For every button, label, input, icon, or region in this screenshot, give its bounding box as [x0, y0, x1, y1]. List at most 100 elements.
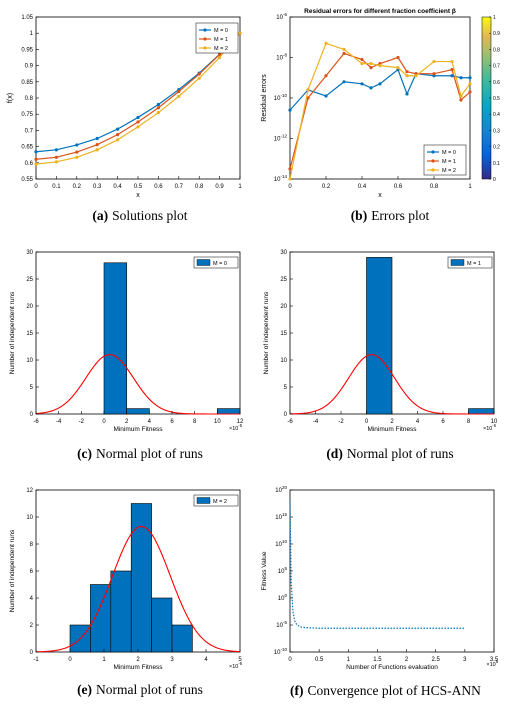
x-tick-label: 0 [288, 184, 292, 190]
x-axis-multiplier-base: ×10 [486, 662, 495, 668]
data-point [238, 31, 242, 35]
y-tick-label-exponent: -14 [280, 174, 287, 179]
y-tick-label: 10-8 [276, 53, 287, 62]
data-point [34, 150, 38, 154]
series-line [289, 52, 471, 170]
data-point [75, 143, 79, 147]
y-tick-label-base: 10 [275, 542, 282, 548]
x-tick-label: 0.8 [195, 184, 204, 190]
colorbar-tick-label: 1 [493, 15, 496, 21]
y-tick-label: 4 [30, 596, 34, 602]
chart-title: Residual errors for different fraction c… [304, 8, 456, 15]
x-tick-label: 3 [463, 657, 467, 663]
data-point [95, 148, 99, 152]
caption-a-text: Solutions plot [112, 208, 188, 223]
legend-marker [431, 159, 435, 163]
caption-a-label: (a) [92, 208, 109, 223]
data-point [306, 88, 310, 92]
data-point [136, 115, 140, 120]
x-tick-label: -2 [79, 419, 85, 425]
y-tick-label: 10-10 [274, 93, 288, 102]
x-tick-label: 3 [170, 657, 174, 663]
histogram-bar [151, 597, 173, 653]
data-point [396, 66, 400, 70]
caption-c-label: (c) [77, 446, 93, 461]
y-tick-label: 10-12 [274, 134, 288, 143]
y-tick-label: 105 [278, 566, 288, 575]
data-point [369, 86, 373, 90]
y-tick-label: 0.6 [25, 161, 34, 167]
y-tick-label: 10-5 [276, 620, 287, 629]
colorbar-tick-label: 0.2 [493, 145, 500, 151]
x-tick-label: 0 [68, 657, 72, 663]
caption-e-label: (e) [77, 682, 93, 697]
data-point [450, 74, 454, 78]
data-point [369, 66, 373, 70]
x-tick-label: 0.1 [52, 184, 61, 190]
data-point [360, 82, 364, 86]
data-point [156, 106, 160, 110]
legend-marker [203, 46, 207, 50]
caption-c: (c) Normal plot of runs [40, 446, 240, 462]
x-tick-label: 1 [238, 184, 242, 190]
data-point [177, 94, 181, 98]
y-tick-label: 0.55 [21, 177, 33, 183]
y-tick-label: 8 [30, 542, 34, 548]
x-tick-label: 2 [405, 657, 409, 663]
x-tick-label: 1.5 [373, 657, 382, 663]
y-tick-label-base: 10 [278, 569, 285, 575]
data-point [405, 92, 409, 96]
data-point [177, 89, 181, 94]
y-tick-label-base: 10 [275, 515, 282, 521]
y-tick-label: 10-6 [276, 12, 287, 21]
y-tick-label: 5 [30, 385, 34, 391]
y-tick-label: 0.75 [21, 112, 33, 118]
x-axis-multiplier-base: ×10 [229, 664, 238, 670]
x-axis-multiplier-base: ×10 [229, 426, 238, 432]
x-tick-label: 10 [491, 419, 498, 425]
legend-box [447, 256, 493, 269]
y-tick-label-base: 10 [278, 596, 285, 602]
x-tick-label: 8 [467, 419, 471, 425]
x-tick-label: 0.2 [73, 184, 82, 190]
y-tick-label-exponent: -10 [280, 93, 287, 98]
y-tick-label: 2 [30, 623, 34, 629]
data-point [342, 51, 346, 56]
legend-label: M = 1 [442, 159, 456, 165]
y-tick-label-base: 10 [276, 56, 283, 62]
data-point [75, 155, 79, 159]
y-tick-label: 10-14 [274, 174, 288, 183]
data-point [156, 102, 160, 107]
data-point [396, 55, 400, 60]
data-point [468, 90, 472, 94]
y-tick-label-exponent: -8 [283, 53, 287, 58]
normal-fit-curve [35, 354, 241, 415]
x-tick-label: 0.5 [134, 184, 143, 190]
x-tick-label: 3.5 [490, 657, 499, 663]
x-tick-label: 0 [365, 419, 369, 425]
x-tick-label: 2 [136, 657, 140, 663]
data-point [156, 110, 160, 115]
data-point [468, 76, 472, 80]
data-point [459, 76, 463, 80]
x-axis-label: Minimum Fitness [367, 426, 417, 433]
colorbar-tick-label: 0.4 [493, 112, 500, 118]
x-tick-label: 0.8 [430, 184, 439, 190]
data-point [95, 143, 99, 147]
data-point [116, 138, 120, 142]
x-tick-label: 4 [416, 419, 420, 425]
legend-marker [203, 28, 207, 32]
data-point [197, 72, 201, 76]
x-tick-label: 0.3 [93, 184, 102, 190]
caption-b-label: (b) [350, 208, 368, 223]
histogram-bar [468, 408, 495, 415]
y-axis-label: Residual errors [261, 74, 268, 122]
convergence-plot: 0 0.5 1 1.5 2 2.5 3 3.510-1010-5100105101010151… [261, 485, 499, 671]
histogram-bar [217, 408, 241, 415]
x-axis-multiplier-exponent: -6 [238, 661, 242, 666]
x-axis-label: Minimum Fitness [113, 664, 163, 671]
y-tick-label: 6 [30, 569, 34, 575]
data-point [459, 94, 463, 98]
y-tick-label-base: 10 [274, 96, 281, 102]
x-tick-label: 0.9 [215, 184, 224, 190]
